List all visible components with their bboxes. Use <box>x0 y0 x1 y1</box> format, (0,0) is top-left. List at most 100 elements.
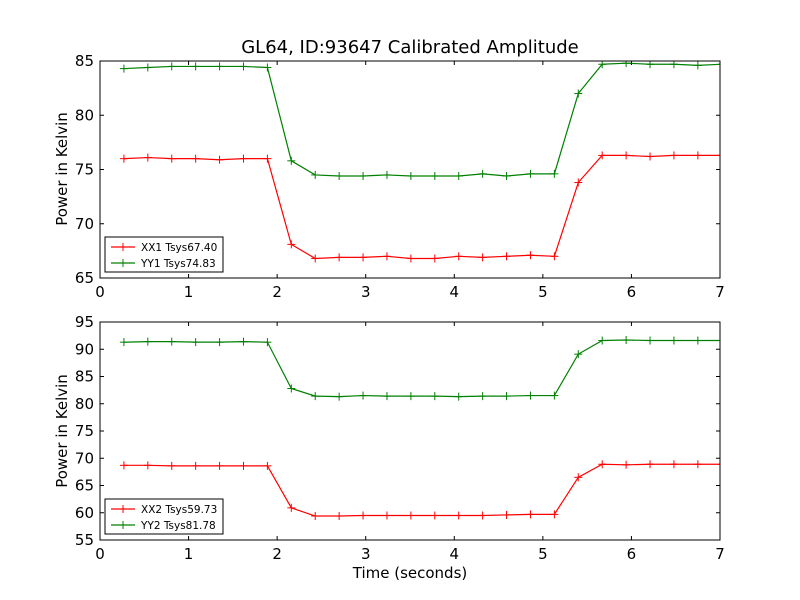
data-point <box>430 172 439 181</box>
data-point <box>550 391 559 400</box>
data-point <box>287 503 296 512</box>
data-point <box>359 253 368 262</box>
data-point <box>287 156 296 165</box>
data-point <box>143 337 152 346</box>
data-point <box>717 340 720 342</box>
data-point <box>574 473 583 482</box>
data-point <box>669 151 678 160</box>
data-point <box>574 350 583 359</box>
data-point <box>693 61 702 70</box>
y-tick-label: 90 <box>75 340 94 358</box>
data-point <box>430 392 439 401</box>
y-tick-label: 55 <box>75 531 94 549</box>
x-tick-label: 1 <box>184 545 194 563</box>
data-point <box>646 152 655 161</box>
data-point <box>550 169 559 178</box>
data-point <box>119 64 128 73</box>
data-point <box>335 512 344 521</box>
data-point <box>502 252 511 261</box>
x-tick-label: 2 <box>272 283 282 301</box>
data-point <box>382 170 391 179</box>
data-point <box>287 240 296 249</box>
data-point <box>382 392 391 401</box>
data-point <box>646 336 655 345</box>
data-point <box>382 511 391 520</box>
data-point <box>502 510 511 519</box>
x-axis-label: Time (seconds) <box>352 564 468 582</box>
x-tick-label: 1 <box>184 283 194 301</box>
data-point <box>359 172 368 181</box>
legend-item: YY2 Tsys81.78 <box>111 520 216 532</box>
data-point <box>646 460 655 469</box>
data-point <box>478 169 487 178</box>
data-point <box>191 62 200 71</box>
data-point <box>215 338 224 347</box>
legend-item: XX2 Tsys59.73 <box>111 504 217 516</box>
data-point <box>622 335 631 344</box>
data-point <box>239 154 248 163</box>
chart-title: GL64, ID:93647 Calibrated Amplitude <box>241 37 579 58</box>
data-point <box>167 337 176 346</box>
y-tick-label: 80 <box>75 395 94 413</box>
data-point <box>693 336 702 345</box>
data-point <box>717 463 720 465</box>
data-point <box>119 461 128 470</box>
data-point <box>526 391 535 400</box>
legend-label: YY2 Tsys81.78 <box>140 520 216 532</box>
series-group <box>119 335 720 521</box>
y-tick-label: 65 <box>75 269 94 287</box>
data-point <box>167 154 176 163</box>
data-point <box>574 89 583 98</box>
data-point <box>454 392 463 401</box>
data-point <box>287 384 296 393</box>
x-tick-label: 5 <box>538 283 548 301</box>
data-point <box>526 510 535 519</box>
data-point <box>478 392 487 401</box>
data-point <box>454 172 463 181</box>
data-point <box>119 338 128 347</box>
x-tick-label: 7 <box>715 545 725 563</box>
data-point <box>143 461 152 470</box>
y-tick-label: 70 <box>75 449 94 467</box>
data-point <box>263 63 272 72</box>
data-point <box>669 460 678 469</box>
data-point <box>502 172 511 181</box>
data-point <box>119 154 128 163</box>
data-point <box>550 252 559 261</box>
data-point <box>526 251 535 260</box>
data-point <box>430 254 439 263</box>
x-tick-label: 6 <box>627 545 637 563</box>
data-point <box>430 511 439 520</box>
x-tick-label: 3 <box>361 283 371 301</box>
data-point <box>143 153 152 162</box>
data-point <box>215 62 224 71</box>
data-point <box>574 178 583 187</box>
y-tick-label: 85 <box>75 52 94 70</box>
y-tick-label: 75 <box>75 161 94 179</box>
data-point <box>167 461 176 470</box>
data-point <box>406 172 415 181</box>
legend-label: XX1 Tsys67.40 <box>141 242 217 254</box>
legend-item: XX1 Tsys67.40 <box>111 242 217 254</box>
data-point <box>502 392 511 401</box>
data-point <box>622 460 631 469</box>
data-point <box>239 461 248 470</box>
data-point <box>167 62 176 71</box>
data-point <box>335 392 344 401</box>
x-tick-label: 4 <box>450 283 460 301</box>
series-group <box>119 61 720 263</box>
data-point <box>263 461 272 470</box>
data-point <box>646 61 655 69</box>
data-point <box>454 511 463 520</box>
data-point <box>478 511 487 520</box>
data-point <box>406 511 415 520</box>
data-point <box>239 337 248 346</box>
data-point <box>191 154 200 163</box>
x-tick-label: 5 <box>538 545 548 563</box>
x-tick-label: 6 <box>627 283 637 301</box>
data-point <box>191 338 200 347</box>
data-point <box>382 252 391 261</box>
data-point <box>311 392 320 401</box>
data-point <box>717 154 720 156</box>
